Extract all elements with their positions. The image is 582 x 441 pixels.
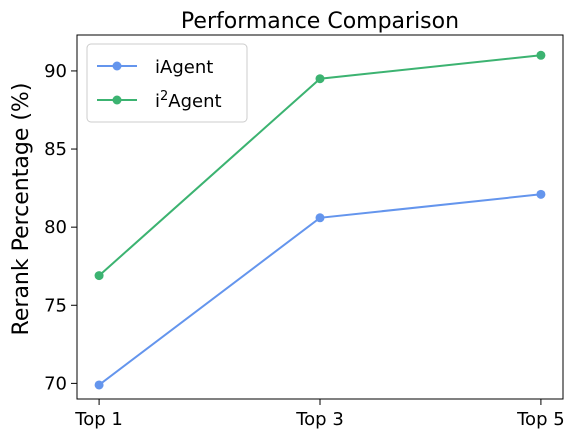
legend-marker-0 <box>112 61 122 71</box>
plot-area: 70 75 80 85 90 Top 1 Top 3 Top 5 <box>44 34 565 430</box>
data-point <box>94 380 104 390</box>
data-point <box>94 271 104 281</box>
legend-label-0: iAgent <box>155 57 213 78</box>
data-point <box>536 189 546 199</box>
y-tick-label: 85 <box>44 139 67 160</box>
legend-marker-1 <box>112 95 122 105</box>
x-tick-label: Top 5 <box>516 409 565 430</box>
legend-frame <box>86 43 248 123</box>
series-line-0 <box>98 193 542 386</box>
x-tick-label: Top 3 <box>295 409 344 430</box>
legend: iAgent i2Agent <box>86 43 248 123</box>
y-tick-label: 80 <box>44 217 67 238</box>
data-point <box>315 74 325 84</box>
legend-label-1: i2Agent <box>155 89 222 113</box>
data-point <box>315 213 325 223</box>
y-tick-label: 70 <box>44 373 67 394</box>
y-tick-label: 75 <box>44 295 67 316</box>
y-axis-label: Rerank Percentage (%) <box>9 83 34 336</box>
x-tick-label: Top 1 <box>74 409 123 430</box>
data-point <box>536 50 546 60</box>
y-tick-label: 90 <box>44 61 67 82</box>
chart-title: Performance Comparison <box>181 9 459 34</box>
